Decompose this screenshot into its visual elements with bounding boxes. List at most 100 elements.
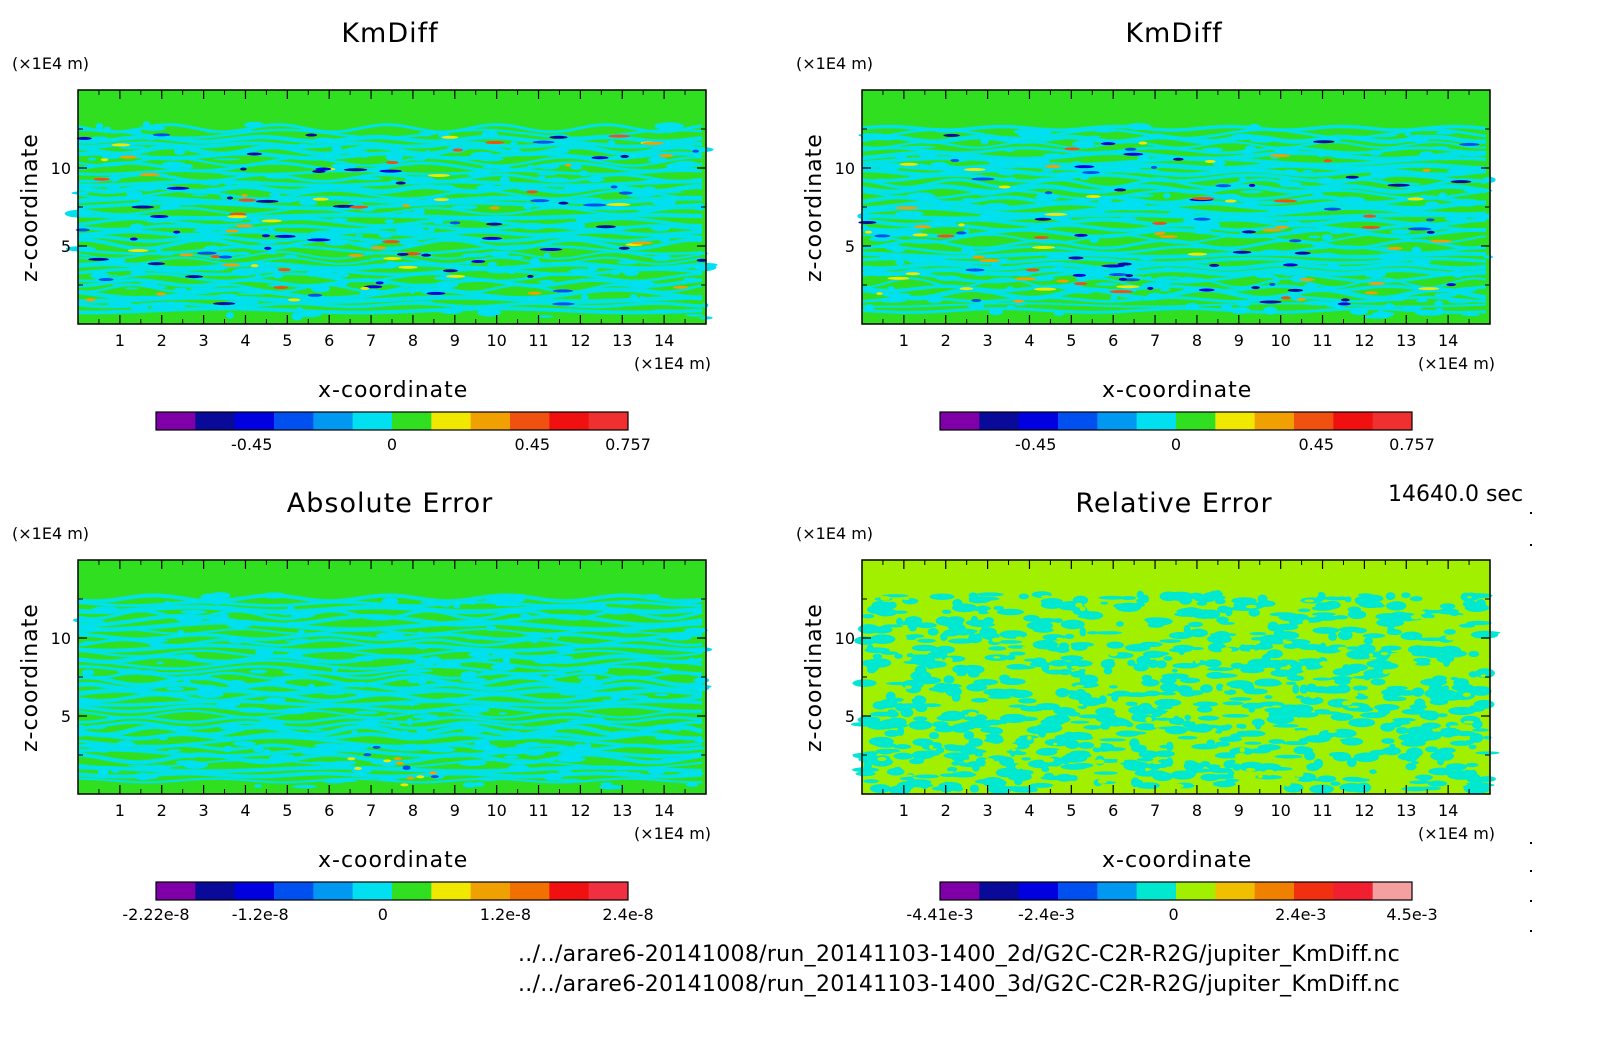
field-cell (287, 621, 302, 625)
colorbar-segment (588, 882, 629, 900)
colorbar-frame (155, 411, 629, 431)
field-cell (226, 196, 234, 200)
field-cell (1258, 162, 1270, 166)
field-cell (1345, 646, 1362, 650)
field-cell (1044, 164, 1061, 168)
x-tick-label: 7 (1150, 331, 1160, 350)
field-cell (1034, 217, 1052, 221)
field-cell (278, 679, 286, 687)
field-cell (536, 666, 559, 669)
field-cell (1056, 637, 1064, 641)
colorbar-frame (939, 881, 1413, 901)
field-cell (487, 269, 512, 274)
field-cell (420, 600, 445, 604)
field-cell (1185, 302, 1200, 310)
field-cell (1209, 263, 1220, 267)
field-cell (1187, 252, 1208, 256)
field-cell (620, 694, 649, 700)
field-cell (1196, 601, 1208, 606)
field-cell (1249, 648, 1256, 653)
field-cell (1285, 220, 1302, 226)
colorbar-segment (1018, 412, 1059, 430)
field-cell (545, 177, 570, 182)
field-cell (359, 682, 367, 688)
field-cell (583, 743, 592, 751)
field-cell (481, 130, 498, 138)
field-cell (944, 745, 971, 752)
x-tick-label: 9 (450, 331, 460, 350)
field-cell (555, 778, 581, 782)
field-cell (546, 674, 554, 682)
field-cell (104, 257, 126, 264)
colorbar-segment (1333, 412, 1374, 430)
field-cell (638, 296, 646, 301)
field-cell (317, 702, 336, 705)
field-cell (485, 625, 497, 631)
field-cell (400, 211, 417, 216)
field-stripe (77, 777, 702, 784)
field-cell (614, 225, 627, 231)
field-cell (536, 172, 558, 176)
field-cell (1474, 783, 1495, 787)
field-cell (175, 615, 204, 623)
field-cell (1449, 740, 1473, 746)
field-cell (1277, 702, 1286, 711)
field-cell (1108, 273, 1128, 277)
field-cell (453, 712, 482, 716)
field-stripe (77, 699, 703, 707)
field-cell (1071, 643, 1088, 651)
field-cell (1268, 635, 1282, 639)
field-cell (691, 647, 713, 652)
field-cell (435, 280, 459, 289)
field-cell (1248, 183, 1256, 187)
field-cell (975, 592, 1004, 597)
field-cell (1328, 632, 1338, 641)
field-cell (696, 258, 707, 262)
colorbar-tick-label: 0 (378, 905, 388, 924)
field-cell (972, 633, 993, 637)
field-cell (970, 189, 1000, 196)
x-tick-label: 6 (324, 331, 334, 350)
field-cell (894, 210, 924, 217)
field-cell (1435, 727, 1441, 732)
field-cell (1361, 225, 1381, 229)
field-cell (1383, 302, 1395, 311)
field-cell (1467, 705, 1485, 712)
field-cell (968, 737, 983, 747)
field-cell (607, 140, 616, 148)
field-cell (1233, 600, 1259, 610)
field-cell (468, 238, 481, 245)
field-cell (1094, 743, 1102, 748)
field-cell (1066, 593, 1075, 596)
field-cell (1104, 658, 1115, 663)
field-cell (275, 199, 295, 203)
field-cell (1052, 266, 1066, 273)
field-stripe (861, 162, 1487, 172)
field-cell (1196, 138, 1215, 144)
field-cell (654, 122, 685, 131)
field-cell (1103, 667, 1113, 675)
field-cell (1125, 731, 1147, 735)
field-cell (868, 268, 888, 277)
field-cell (396, 252, 409, 256)
field-cell (988, 727, 1004, 735)
field-cell (650, 224, 671, 232)
field-cell (548, 672, 569, 676)
field-cell (610, 730, 641, 737)
field-cell (231, 268, 256, 277)
field-cell (1370, 134, 1398, 138)
field-cell (1351, 135, 1369, 142)
field-cell (1125, 123, 1152, 131)
field-cell (941, 167, 960, 173)
field-cell (875, 178, 889, 183)
field-cell (905, 774, 914, 777)
field-cell (620, 154, 629, 158)
field-cell (1015, 636, 1024, 641)
field-cell (273, 285, 289, 289)
field-cell (1402, 305, 1423, 310)
field-cell (1269, 653, 1281, 658)
field-cell (1442, 657, 1451, 667)
field-cell (134, 772, 154, 781)
field-cell (1152, 221, 1167, 225)
field-cell (1380, 645, 1402, 651)
